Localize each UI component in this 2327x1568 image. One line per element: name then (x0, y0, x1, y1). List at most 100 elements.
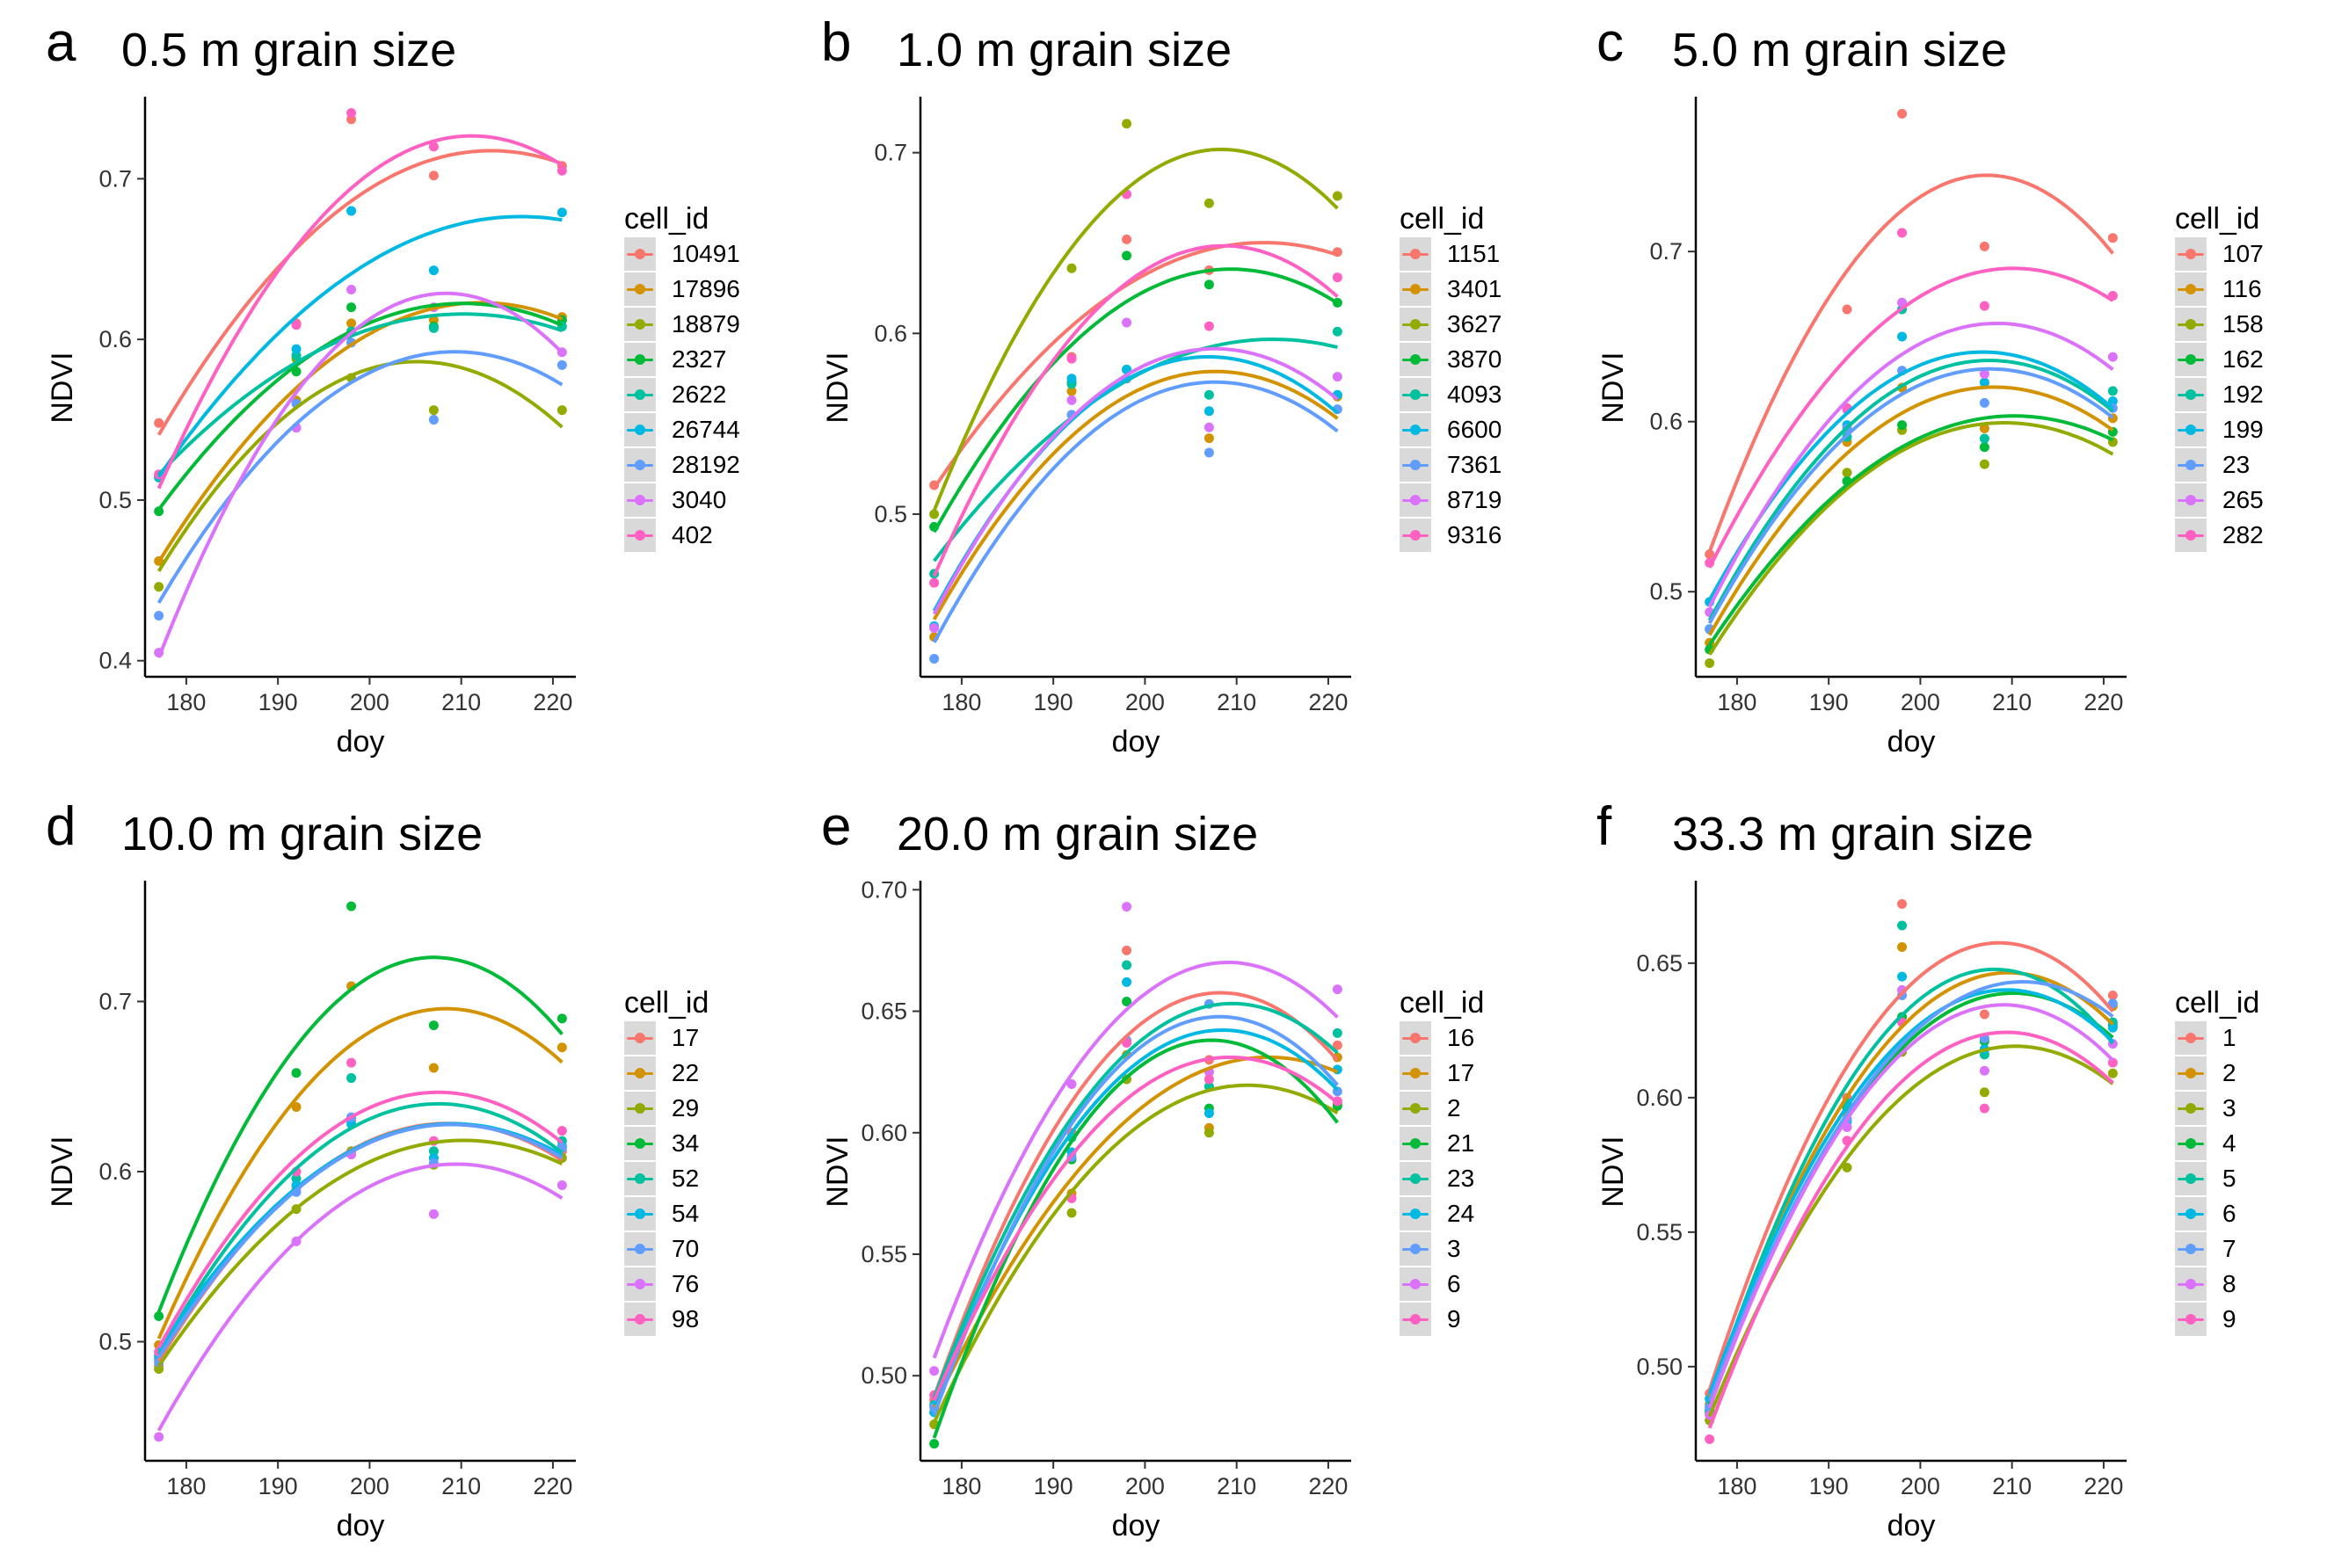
chart-svg-e: 180 190 200 210 220 0.50 0.55 0.60 0.65 0.70 doy ND… (821, 876, 1351, 1543)
data-point (1066, 395, 1077, 405)
data-point (1979, 1087, 1989, 1098)
legend-item-label: 1 (2222, 1024, 2236, 1051)
legend-item-label: 2327 (672, 345, 727, 373)
data-point (154, 1363, 164, 1374)
y-tick-label: 0.6 (1649, 409, 1683, 435)
legend-key (1400, 1232, 1431, 1266)
data-point (929, 1439, 940, 1449)
legend-key (1400, 308, 1431, 341)
series-curve (932, 243, 1339, 577)
x-tick-label: 210 (1992, 689, 2032, 715)
legend-key (2175, 1092, 2207, 1125)
series-curve (156, 134, 564, 490)
series-curve (156, 955, 564, 1313)
legend-key (2175, 378, 2207, 411)
legend-key (2175, 308, 2207, 341)
legend-key-dot (1410, 284, 1421, 294)
panel-b: b 1.0 m grain size 180 190 200 210 220 0.5 0.6… (775, 0, 1549, 784)
data-point (1122, 945, 1132, 955)
y-tick-label: 0.50 (861, 1362, 907, 1389)
y-axis-title: NDVI (1596, 1136, 1630, 1207)
data-point (428, 1209, 439, 1219)
legend-item-label: 1151 (1447, 240, 1501, 267)
data-point (1122, 976, 1132, 987)
panel-e: e 20.0 m grain size 180 190 200 210 220 0.50 0… (775, 784, 1549, 1568)
y-tick-label: 0.65 (1636, 950, 1683, 976)
data-point (1203, 1108, 1214, 1119)
data-point (1332, 984, 1342, 995)
series-curve (932, 1055, 1339, 1408)
data-point (1332, 326, 1342, 337)
legend-key-dot (635, 1068, 645, 1078)
legend-item-label: 23 (2222, 451, 2251, 478)
legend-key-dot (1410, 1068, 1421, 1078)
x-tick-label: 180 (1717, 689, 1756, 715)
series-curve (1707, 1030, 2114, 1429)
data-point (428, 142, 439, 152)
data-point (1979, 369, 1989, 380)
series-curve (932, 241, 1339, 490)
legend-key (624, 272, 656, 306)
legend-item-label: 9316 (1447, 521, 1502, 548)
legend-item-label: 7 (2222, 1235, 2236, 1262)
x-axis-title: doy (1887, 725, 1936, 759)
series-curve (1707, 988, 2114, 1395)
legend-key (2175, 1303, 2207, 1336)
y-tick-label: 0.4 (98, 648, 132, 674)
legend-key (2175, 1267, 2207, 1301)
legend-title: cell_id (1400, 202, 1485, 236)
data-point (929, 1366, 940, 1376)
series-curve (156, 1122, 564, 1352)
legend-key-dot (635, 425, 645, 435)
legend-key-dot (1410, 1209, 1421, 1219)
legend-key-dot (1410, 354, 1421, 365)
data-point (1122, 250, 1132, 261)
panel-d: d 10.0 m grain size 180 190 200 210 220 0.5 0.… (0, 784, 774, 1568)
legend-key (624, 308, 656, 341)
legend-key-dot (635, 389, 645, 400)
x-tick-label: 190 (1034, 1473, 1073, 1499)
legend-key-dot (635, 1314, 645, 1325)
y-axis-title: NDVI (46, 1136, 79, 1207)
legend-item-label: 7361 (1447, 451, 1502, 478)
data-point (2107, 233, 2118, 243)
data-point (1122, 234, 1132, 244)
legend-key (2175, 1197, 2207, 1230)
legend-key-dot (2185, 1173, 2196, 1184)
legend-item-label: 17896 (672, 275, 740, 302)
legend-item-label: 3040 (672, 486, 727, 513)
legend-item-label: 6 (2222, 1200, 2236, 1227)
data-point (1842, 1162, 1852, 1172)
legend-key (1400, 1127, 1431, 1160)
legend-key-dot (2185, 319, 2196, 330)
legend-key (624, 343, 656, 376)
series-curve (1707, 979, 2114, 1402)
legend-key-dot (2185, 460, 2196, 470)
y-tick-label: 0.6 (98, 326, 132, 352)
legend-item-label: 34 (672, 1129, 700, 1157)
legend-key-dot (2185, 1314, 2196, 1325)
panel-title: 5.0 m grain size (1672, 24, 2008, 76)
legend-key-dot (2185, 1033, 2196, 1043)
legend-item-label: 18879 (672, 310, 740, 338)
data-point (556, 207, 567, 218)
y-axis-title: NDVI (1596, 352, 1630, 423)
panel-label: c (1596, 12, 1624, 73)
legend-key (624, 1056, 656, 1090)
y-tick-label: 0.55 (861, 1241, 907, 1267)
data-point (428, 1063, 439, 1073)
y-tick-label: 0.5 (98, 1329, 132, 1355)
data-point (346, 1073, 357, 1084)
legend-key-dot (1410, 1314, 1421, 1325)
legend-item-label: 2 (1447, 1094, 1461, 1122)
legend-item-label: 3401 (1447, 275, 1502, 302)
legend-item-label: 2622 (672, 381, 727, 408)
legend-item-label: 6600 (1447, 416, 1502, 443)
y-tick-label: 0.70 (861, 876, 907, 903)
data-point (1897, 920, 1908, 931)
legend-key-dot (1410, 249, 1421, 259)
data-point (1203, 389, 1214, 400)
legend-item-label: 3 (1447, 1235, 1461, 1262)
legend-item-label: 6 (1447, 1270, 1461, 1297)
